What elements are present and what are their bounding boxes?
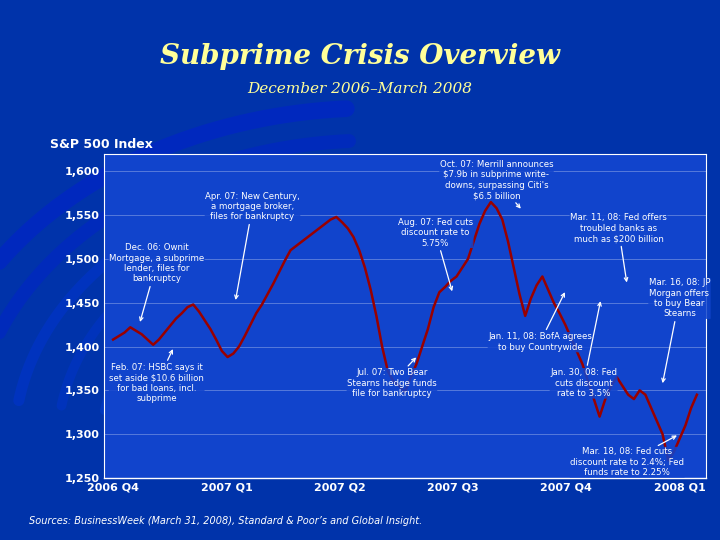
Text: Jan. 11, 08: BofA agrees
to buy Countrywide: Jan. 11, 08: BofA agrees to buy Countryw… — [488, 293, 592, 352]
Text: Apr. 07: New Century,
a mortgage broker,
files for bankruptcy: Apr. 07: New Century, a mortgage broker,… — [205, 192, 300, 299]
Text: Feb. 07: HSBC says it
set aside $10.6 billion
for bad loans, incl.
subprime: Feb. 07: HSBC says it set aside $10.6 bi… — [109, 350, 204, 403]
Text: Mar. 18, 08: Fed cuts
discount rate to 2.4%; Fed
funds rate to 2.25%: Mar. 18, 08: Fed cuts discount rate to 2… — [570, 436, 684, 477]
Text: Mar. 16, 08: JP
Morgan offers
to buy Bear
Stearns: Mar. 16, 08: JP Morgan offers to buy Bea… — [649, 278, 710, 382]
Text: Dec. 06: Ownit
Mortgage, a subprime
lender, files for
bankruptcy: Dec. 06: Ownit Mortgage, a subprime lend… — [109, 243, 204, 321]
Text: S&P 500 Index: S&P 500 Index — [50, 138, 153, 151]
Text: December 2006–March 2008: December 2006–March 2008 — [248, 82, 472, 96]
Text: Oct. 07: Merrill announces
$7.9b in subprime write-
downs, surpassing Citi's
$6.: Oct. 07: Merrill announces $7.9b in subp… — [440, 160, 553, 208]
Text: Sources: BusinessWeek (March 31, 2008), Standard & Poor’s and Global Insight.: Sources: BusinessWeek (March 31, 2008), … — [29, 516, 422, 526]
Text: Aug. 07: Fed cuts
discount rate to
5.75%: Aug. 07: Fed cuts discount rate to 5.75% — [398, 218, 473, 290]
Text: Mar. 11, 08: Fed offers
troubled banks as
much as $200 billion: Mar. 11, 08: Fed offers troubled banks a… — [570, 213, 667, 281]
Text: Jul. 07: Two Bear
Stearns hedge funds
file for bankruptcy: Jul. 07: Two Bear Stearns hedge funds fi… — [347, 359, 437, 398]
Text: Subprime Crisis Overview: Subprime Crisis Overview — [160, 43, 560, 70]
Text: Jan. 30, 08: Fed
cuts discount
rate to 3.5%: Jan. 30, 08: Fed cuts discount rate to 3… — [550, 302, 617, 398]
